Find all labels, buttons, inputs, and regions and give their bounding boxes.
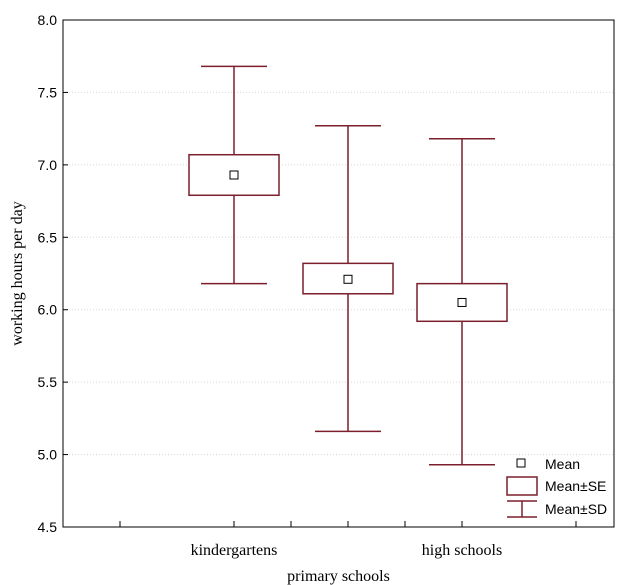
box-group xyxy=(302,124,394,433)
y-tick-label: 4.5 xyxy=(38,519,58,535)
y-tick-label: 5.5 xyxy=(38,374,58,390)
y-tick-label: 6.5 xyxy=(38,229,58,245)
y-tick-label: 7.5 xyxy=(38,84,58,100)
mean-marker xyxy=(343,274,353,284)
gridlines xyxy=(63,91,614,456)
y-tick-label: 7.0 xyxy=(38,157,58,173)
y-tick-label: 5.0 xyxy=(38,447,58,463)
mean-marker xyxy=(457,297,467,307)
se-box xyxy=(188,153,280,197)
legend-se-marker xyxy=(506,476,538,496)
y-tick-label: 8.0 xyxy=(38,12,58,28)
legend-se-label: Mean±SE xyxy=(545,478,606,494)
mean-marker xyxy=(229,170,239,180)
x-axis-ticks: kindergartens high schools xyxy=(119,521,577,559)
legend-mean-marker xyxy=(516,458,526,468)
y-axis-ticks: 4.5 5.0 5.5 6.0 6.5 7.0 7.5 8.0 xyxy=(38,12,68,535)
plot-frame xyxy=(62,19,615,528)
legend-sd-label: Mean±SD xyxy=(545,501,607,517)
x-tick-label: high schools xyxy=(422,542,502,559)
legend: Mean Mean±SE Mean±SD xyxy=(506,456,607,518)
y-tick-label: 6.0 xyxy=(38,302,58,318)
legend-mean-label: Mean xyxy=(545,456,580,472)
x-tick-label: kindergartens xyxy=(191,542,278,559)
legend-sd-marker xyxy=(507,500,537,518)
y-axis-title: working hours per day xyxy=(9,201,26,345)
box-group xyxy=(416,138,508,466)
x-axis-title: primary schools xyxy=(287,568,390,585)
box-group xyxy=(188,65,280,285)
plot-series xyxy=(188,65,508,466)
